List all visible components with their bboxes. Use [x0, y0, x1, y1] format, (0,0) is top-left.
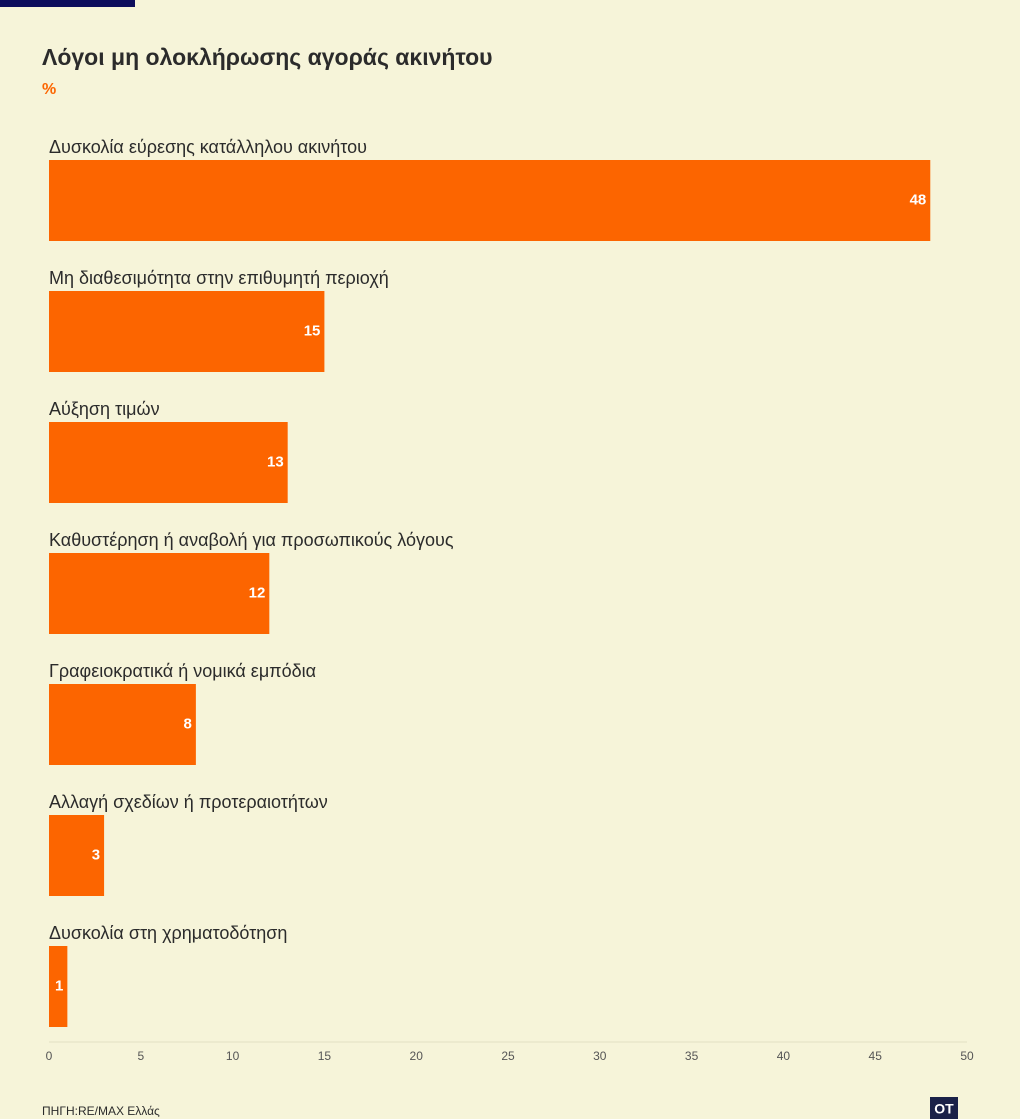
- value-label: 15: [304, 322, 321, 339]
- top-accent: [0, 0, 135, 7]
- logo-box: [930, 1097, 958, 1119]
- category-label: Δυσκολία στη χρηματοδότηση: [49, 923, 287, 943]
- category-label: Μη διαθεσιμότητα στην επιθυμητή περιοχή: [49, 268, 389, 288]
- bar: [49, 946, 68, 1027]
- bar: [49, 291, 325, 372]
- category-label: Αύξηση τιμών: [49, 399, 160, 419]
- x-tick-label: 50: [960, 1049, 974, 1063]
- chart-title: Λόγοι μη ολοκλήρωσης αγοράς ακινήτου: [42, 44, 493, 70]
- bar: [49, 160, 931, 241]
- bar: [49, 422, 288, 503]
- value-label: 8: [184, 715, 192, 732]
- bar: [49, 553, 270, 634]
- value-label: 13: [267, 453, 284, 470]
- x-tick-label: 40: [777, 1049, 791, 1063]
- category-label: Αλλαγή σχεδίων ή προτεραιοτήτων: [49, 792, 328, 812]
- category-label: Γραφειοκρατικά ή νομικά εμπόδια: [49, 661, 316, 681]
- x-tick-label: 20: [410, 1049, 424, 1063]
- value-label: 3: [92, 846, 100, 863]
- bar: [49, 684, 196, 765]
- chart-subtitle: %: [42, 81, 56, 98]
- category-label: Καθυστέρηση ή αναβολή για προσωπικούς λό…: [49, 530, 454, 550]
- x-tick-label: 10: [226, 1049, 240, 1063]
- x-tick-label: 15: [318, 1049, 332, 1063]
- category-label: Δυσκολία εύρεσης κατάλληλου ακινήτου: [49, 137, 367, 157]
- x-tick-label: 45: [869, 1049, 883, 1063]
- x-tick-label: 25: [501, 1049, 515, 1063]
- value-label: 48: [910, 191, 927, 208]
- x-tick-label: 0: [46, 1049, 53, 1063]
- x-tick-label: 35: [685, 1049, 699, 1063]
- value-label: 1: [55, 977, 63, 994]
- source: ΠΗΓΗ:RE/MAX Ελλάς: [42, 1104, 160, 1118]
- value-label: 12: [249, 584, 266, 601]
- logo: OT: [934, 1101, 954, 1117]
- x-tick-label: 5: [137, 1049, 144, 1063]
- bar: [49, 815, 105, 896]
- x-tick-label: 30: [593, 1049, 607, 1063]
